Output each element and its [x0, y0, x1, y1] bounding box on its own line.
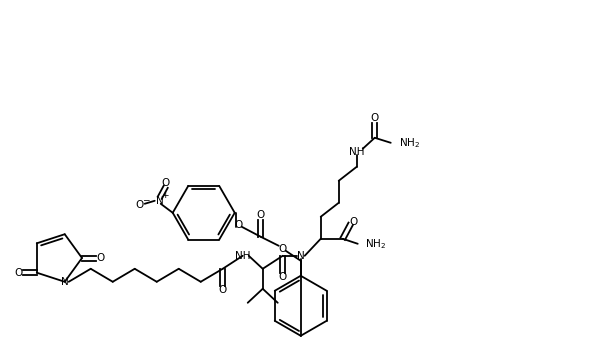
Text: NH: NH [349, 147, 365, 157]
Text: O: O [219, 285, 227, 295]
Text: O: O [278, 272, 287, 282]
Text: N: N [156, 196, 163, 206]
Text: O: O [136, 200, 144, 210]
Text: NH$_2$: NH$_2$ [365, 237, 386, 251]
Text: −: − [142, 195, 149, 204]
Text: NH$_2$: NH$_2$ [399, 136, 420, 150]
Text: O: O [96, 253, 104, 263]
Text: O: O [15, 268, 23, 278]
Text: O: O [257, 210, 265, 220]
Text: O: O [162, 178, 170, 188]
Text: N: N [297, 251, 304, 261]
Text: O: O [350, 217, 358, 227]
Text: +: + [161, 191, 169, 200]
Text: O: O [278, 244, 287, 254]
Text: O: O [371, 113, 379, 123]
Text: N: N [61, 277, 68, 287]
Text: NH: NH [235, 251, 251, 261]
Text: O: O [235, 220, 243, 230]
